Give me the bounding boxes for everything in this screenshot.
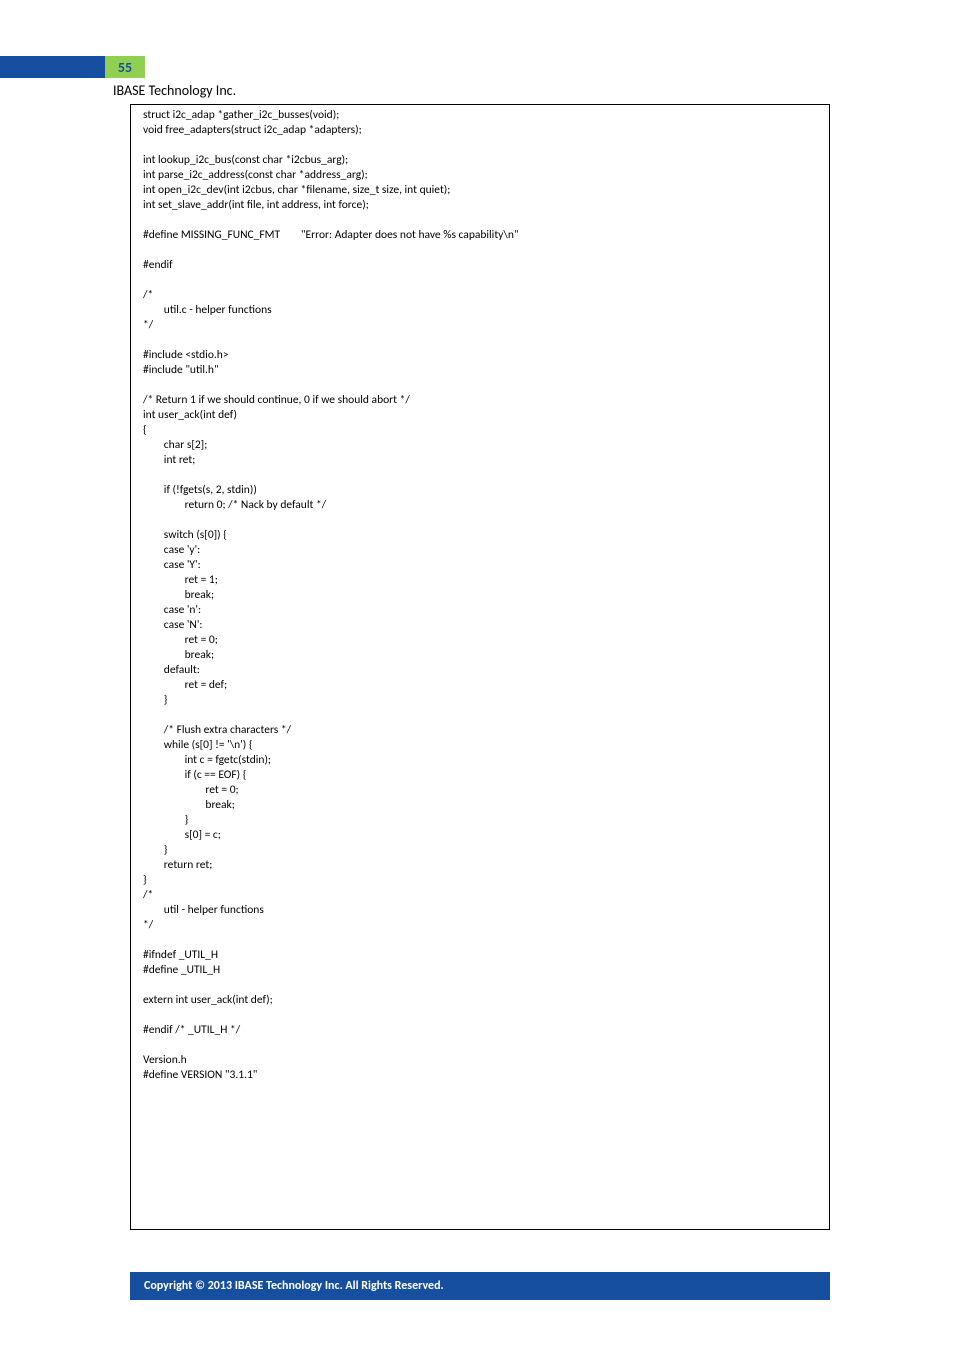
page-number-bar: 55 — [0, 56, 145, 78]
page-number-accent-strip — [0, 56, 105, 78]
code-listing: struct i2c_adap *gather_i2c_busses(void)… — [130, 104, 830, 1230]
footer-bar: Copyright © 2013 IBASE Technology Inc. A… — [130, 1272, 830, 1300]
company-name: IBASE Technology Inc. — [113, 82, 236, 99]
footer-text: Copyright © 2013 IBASE Technology Inc. A… — [144, 1279, 444, 1293]
page-number: 55 — [105, 56, 145, 78]
